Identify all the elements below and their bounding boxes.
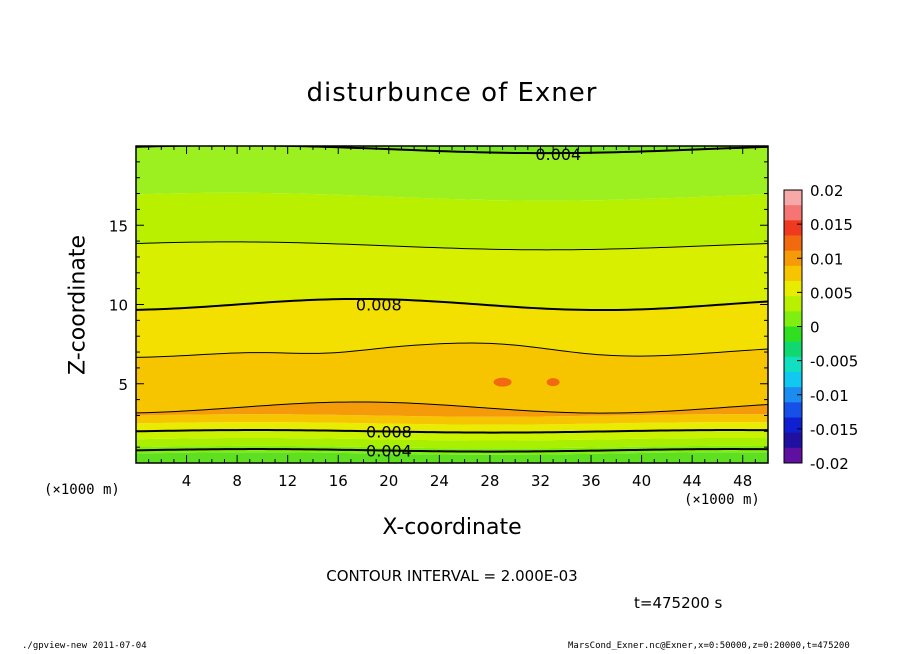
heatmap-band: [136, 430, 768, 441]
x-tick-label: 12: [278, 472, 297, 490]
colorbar-label: 0.02: [810, 182, 843, 200]
x-axis-label: X-coordinate: [382, 515, 522, 540]
colorbar-segment: [784, 265, 802, 282]
colorbar-label: -0.005: [810, 353, 858, 371]
heatmap-blob: [546, 378, 560, 387]
colorbar-segment: [784, 432, 802, 449]
y-axis-ticks: 5 10 15: [109, 145, 768, 464]
contour-line: [136, 241, 768, 251]
y-tick-label: 10: [109, 297, 128, 315]
footer-left: ./gpview-new 2011-07-04: [22, 641, 147, 651]
y-axis-label: Z-coordinate: [65, 235, 91, 375]
colorbar-segment: [784, 356, 802, 373]
contour-line: [136, 401, 768, 414]
colorbar-segment: [784, 205, 802, 221]
colorbar-segment: [784, 250, 802, 267]
x-axis-ticks: 4 8 12 16 20 24 28 32 36 40 44 48: [135, 146, 769, 490]
x-tick-label: 28: [480, 472, 499, 490]
colorbar-label: 0: [810, 319, 820, 337]
x-tick-label: 8: [232, 472, 242, 490]
heatmap-band: [136, 437, 768, 449]
heatmap-band: [136, 343, 768, 414]
heatmap-band: [136, 192, 768, 250]
x-unit-right: (×1000 m): [684, 492, 760, 508]
chart-title: disturbunce of Exner: [306, 78, 598, 108]
x-unit-left: (×1000 m): [44, 482, 120, 498]
x-tick-label: 24: [430, 472, 449, 490]
colorbar-segment: [784, 311, 802, 327]
colorbar-segment: [784, 326, 802, 343]
colorbar-segment: [784, 387, 802, 403]
y-tick-label: 15: [109, 217, 128, 235]
colorbar-segment: [784, 417, 802, 434]
x-tick-label: 20: [379, 472, 398, 490]
colorbar: 0.02 0.015 0.01 0.005 0 -0.005 -0.01 -0.015 -0.0…: [783, 182, 858, 473]
colorbar-segment: [784, 402, 802, 418]
contour-line: [136, 146, 768, 155]
contour-line: [136, 448, 768, 453]
heatmap-band: [136, 401, 768, 417]
contour-label: 0.004: [535, 145, 581, 164]
heatmap-blob: [493, 377, 512, 387]
colorbar-segment: [784, 372, 802, 388]
heatmap-bands: [136, 146, 768, 463]
colorbar-segment: [784, 296, 802, 312]
colorbar-label: 0.01: [810, 250, 843, 268]
contour-line: [136, 342, 768, 358]
time-label: t=475200 s: [634, 594, 723, 612]
colorbar-segment: [784, 190, 802, 206]
heatmap-band: [136, 452, 768, 463]
x-tick-label: 32: [531, 472, 550, 490]
heatmap-band: [136, 146, 768, 201]
y-tick-label: 5: [118, 376, 128, 394]
colorbar-segment: [784, 341, 802, 358]
x-tick-label: 44: [683, 472, 702, 490]
colorbar-label: -0.01: [810, 387, 849, 405]
footer-right: MarsCond_Exner.nc@Exner,x=0:50000,z=0:20…: [568, 641, 850, 651]
x-tick-label: 4: [182, 472, 192, 490]
contour-line: [136, 429, 768, 434]
colorbar-label: 0.005: [810, 284, 853, 302]
contour-label: 0.004: [366, 441, 412, 460]
colorbar-label: -0.02: [810, 455, 849, 473]
contour-label: 0.008: [366, 422, 412, 441]
colorbar-label: -0.015: [810, 421, 858, 439]
colorbar-segment: [784, 235, 802, 252]
colorbar-segment: [784, 447, 802, 464]
x-tick-label: 36: [581, 472, 600, 490]
x-tick-label: 16: [329, 472, 348, 490]
contour-line: [136, 297, 768, 312]
x-tick-label: 40: [632, 472, 651, 490]
heatmap-band: [136, 298, 768, 358]
colorbar-label: 0.015: [810, 216, 853, 234]
heatmap-band: [136, 241, 768, 311]
heatmap-band: [136, 445, 768, 455]
contour-lines: [136, 146, 768, 453]
heatmap-band: [136, 414, 768, 425]
contour-label: 0.008: [356, 296, 402, 315]
colorbar-segment: [784, 281, 802, 297]
colorbar-segment: [784, 220, 802, 236]
x-tick-label: 48: [733, 472, 752, 490]
contour-interval: CONTOUR INTERVAL = 2.000E-03: [326, 567, 578, 585]
